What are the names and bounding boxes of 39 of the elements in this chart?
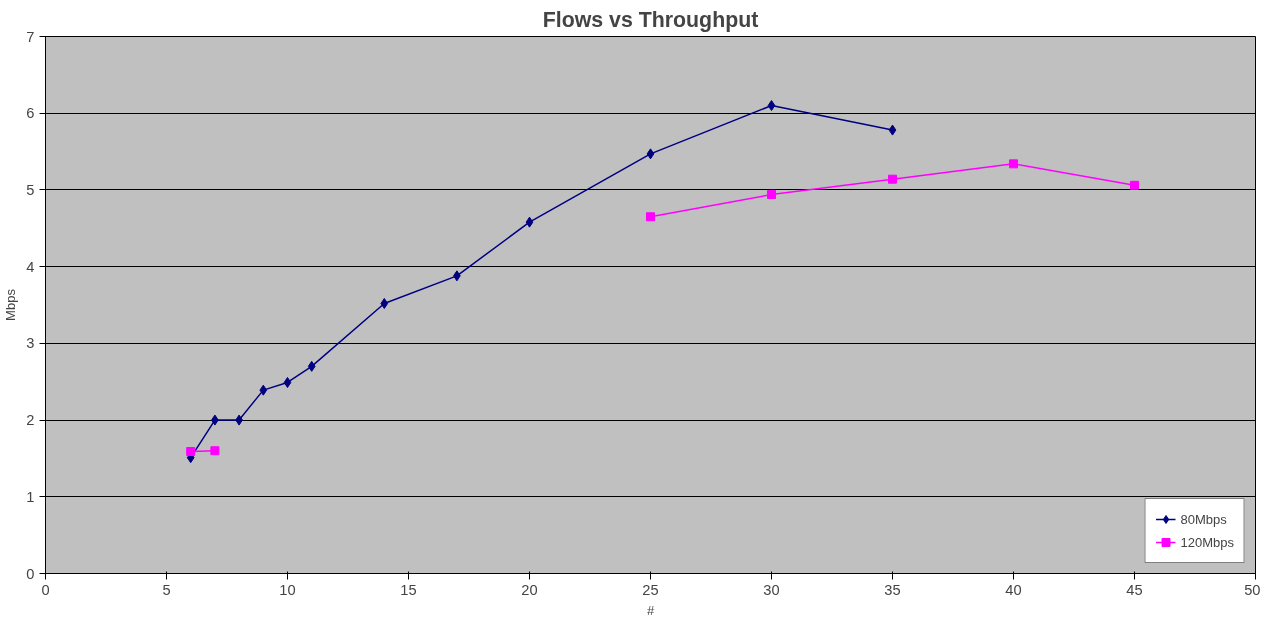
x-tick-label: 0 <box>41 581 50 598</box>
legend-label: 80Mbps <box>1180 511 1227 527</box>
legend-label: 120Mbps <box>1180 534 1234 550</box>
x-tick-label: 50 <box>1244 581 1261 598</box>
point <box>380 297 389 309</box>
point <box>646 212 655 222</box>
x-tick-label: 30 <box>763 581 780 598</box>
y-axis-title: Mbps <box>3 288 19 321</box>
y-tick-label: 4 <box>26 258 35 275</box>
y-tick-label: 2 <box>26 412 35 429</box>
chart-title: Flows vs Throughput <box>542 7 759 32</box>
y-tick-label: 3 <box>26 335 35 352</box>
x-tick-label: 15 <box>400 581 417 598</box>
y-tick-label: 5 <box>26 181 35 198</box>
y-tick-label: 1 <box>26 488 35 505</box>
point <box>646 148 655 160</box>
point <box>1130 180 1139 190</box>
point <box>307 360 316 372</box>
x-tick-label: 40 <box>1005 581 1022 598</box>
x-tick-label: 5 <box>162 581 171 598</box>
y-tick-label: 6 <box>26 105 35 122</box>
point <box>888 174 897 184</box>
point <box>210 446 220 456</box>
point <box>259 384 268 396</box>
x-tick-label: 25 <box>642 581 659 598</box>
y-tick-label: 7 <box>26 28 35 45</box>
point <box>1009 159 1018 169</box>
point <box>525 216 534 228</box>
y-tick-label: 0 <box>26 565 35 582</box>
point <box>186 447 196 457</box>
point <box>888 124 897 136</box>
x-tick-label: 35 <box>884 581 901 598</box>
point <box>767 100 776 112</box>
x-tick-label: 45 <box>1126 581 1143 598</box>
point <box>283 376 292 388</box>
point <box>767 190 776 200</box>
x-axis-title: # <box>646 602 655 618</box>
x-tick-label: 10 <box>279 581 296 598</box>
x-tick-label: 20 <box>521 581 538 598</box>
